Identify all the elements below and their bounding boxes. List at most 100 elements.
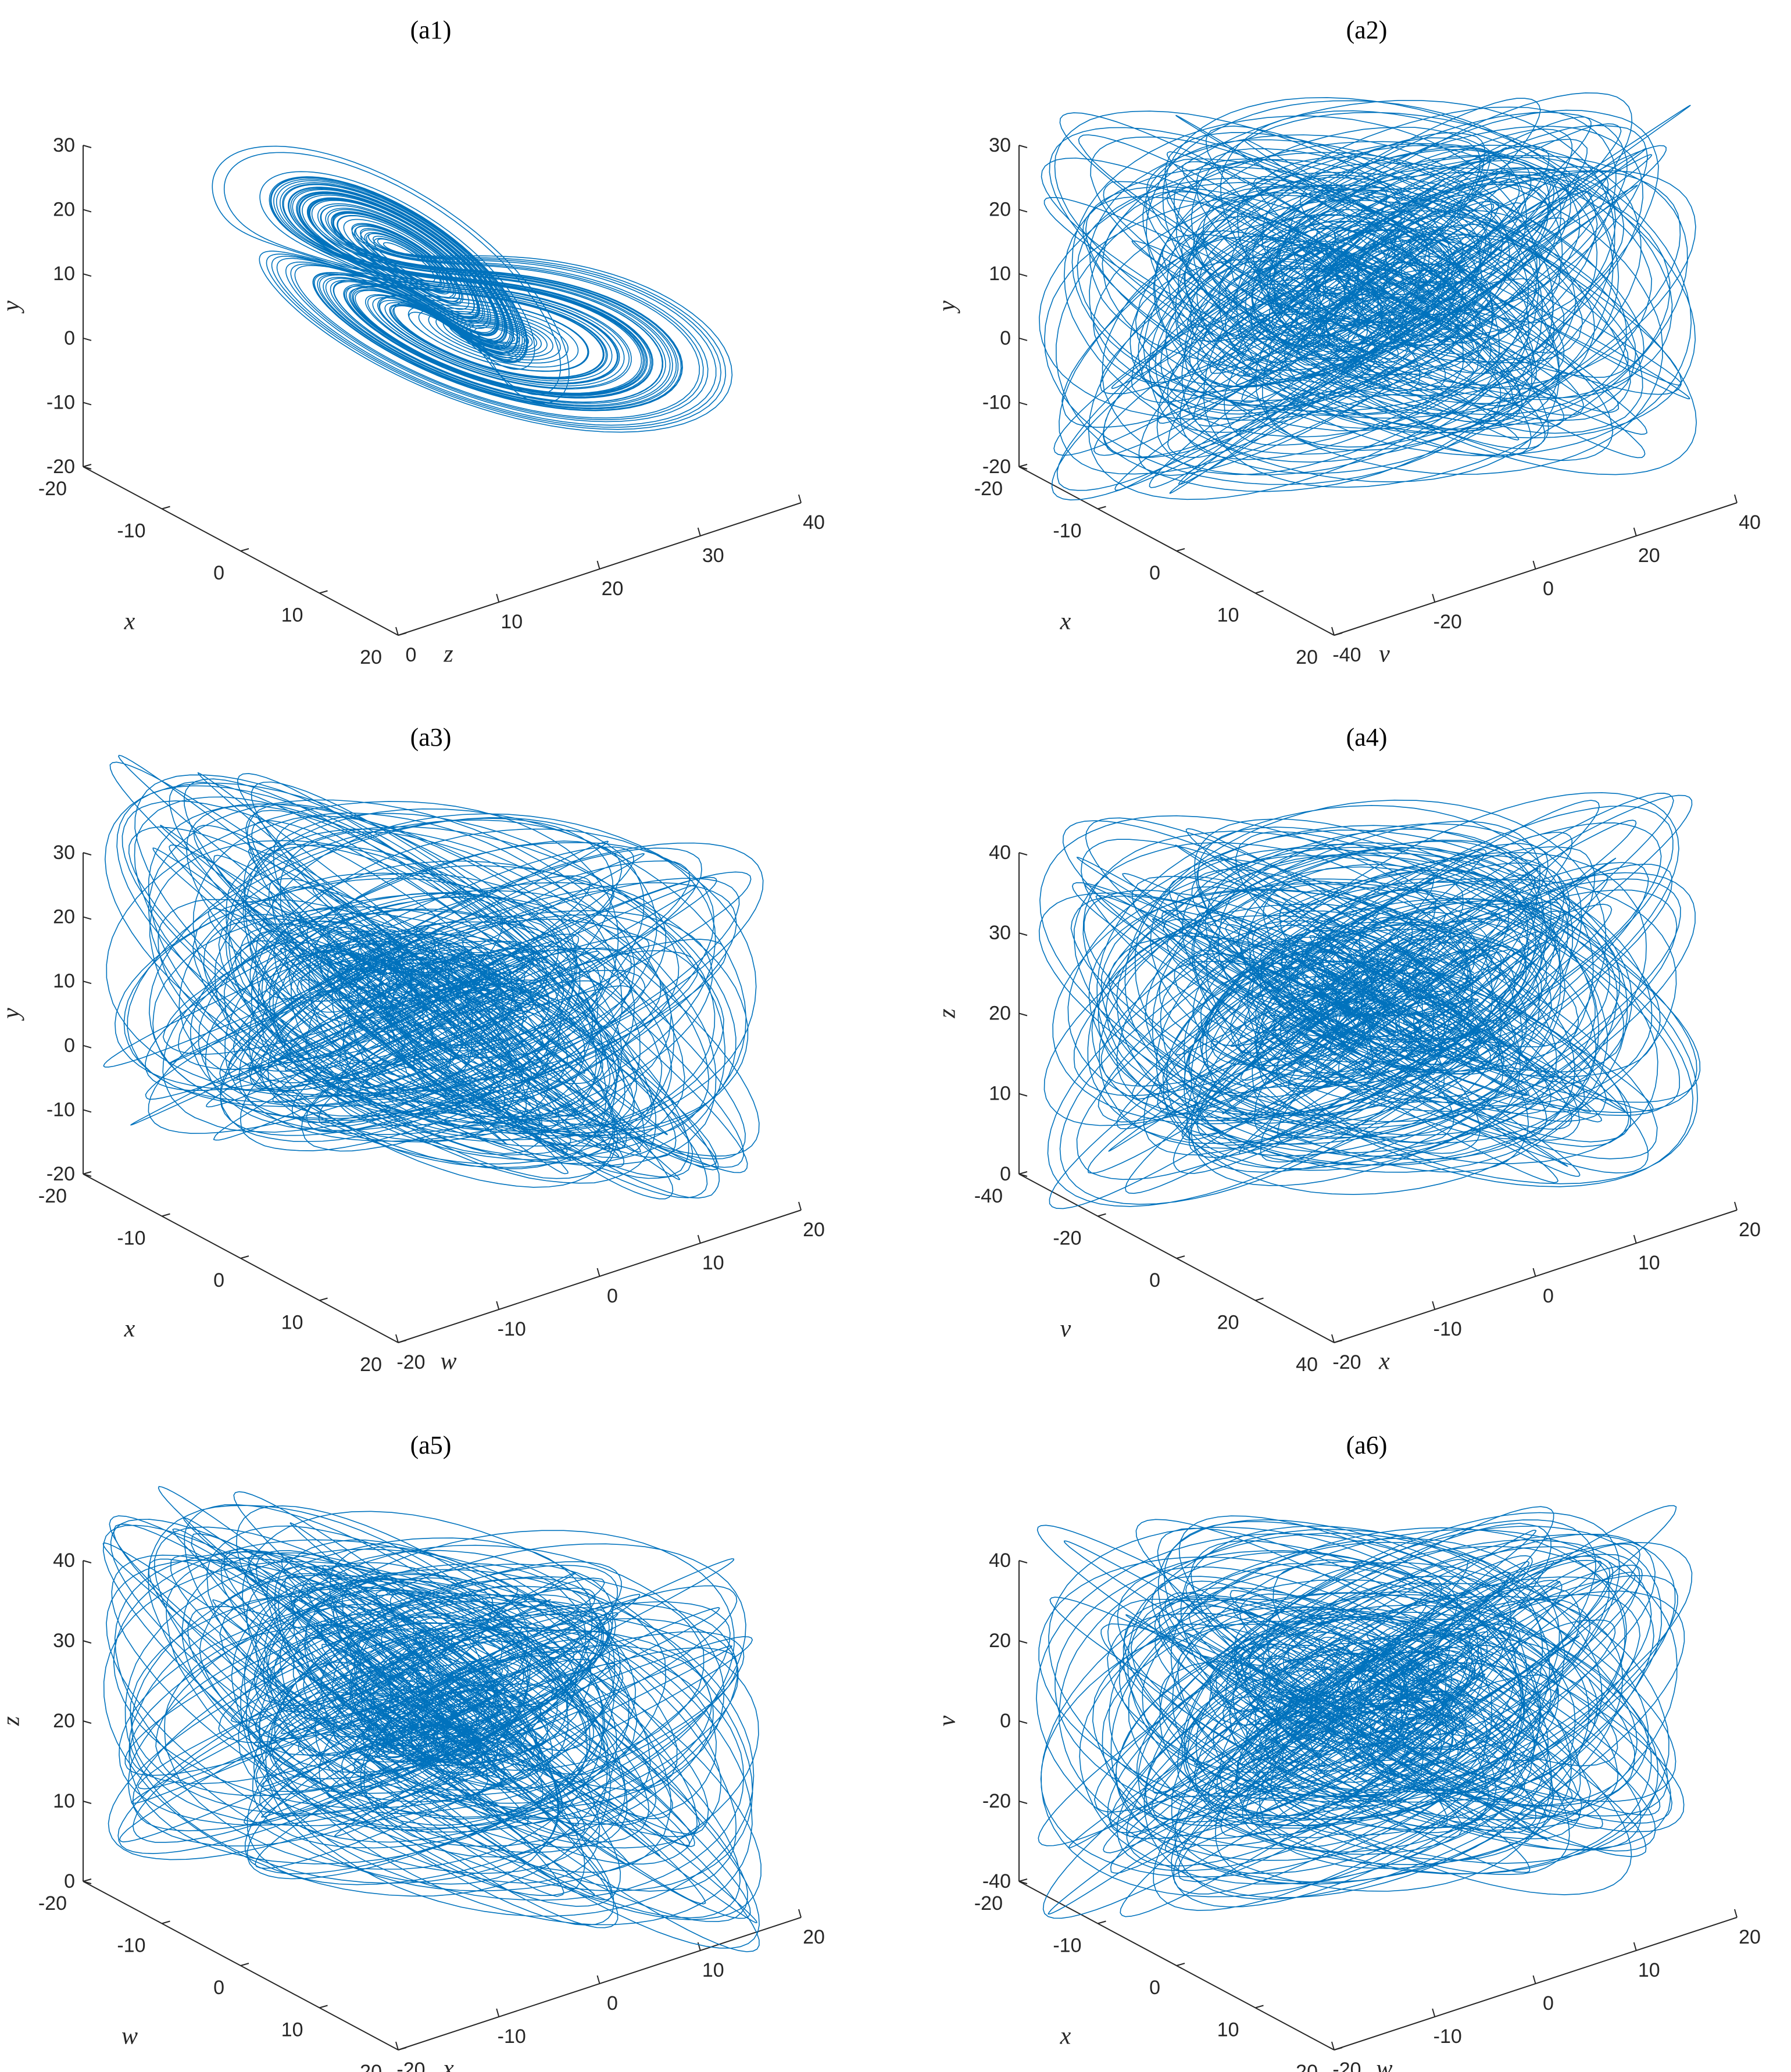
right-tick	[1432, 2008, 1436, 2017]
left-tick	[1334, 632, 1343, 636]
right-tick	[496, 1301, 500, 1310]
left-tick	[240, 548, 249, 552]
right-tick-label: 0	[1543, 1285, 1554, 1307]
vertical-tick	[1018, 852, 1028, 856]
trajectory-line	[212, 145, 733, 433]
vertical-tick-label: 30	[989, 134, 1011, 156]
vertical-tick-label: 0	[64, 1870, 75, 1892]
left-tick	[1176, 1963, 1185, 1966]
left-tick-label: 0	[213, 1977, 224, 1999]
left-tick-label: 40	[1296, 1354, 1318, 1376]
left-tick	[83, 1878, 92, 1882]
right-tick	[1734, 1201, 1738, 1211]
left-tick	[1018, 1171, 1028, 1175]
right-tick	[1532, 1268, 1536, 1277]
vertical-tick	[1018, 1881, 1028, 1884]
right-axis-label: v	[1379, 641, 1390, 668]
right-tick-label: 10	[501, 611, 523, 633]
vertical-tick	[83, 1801, 92, 1804]
panel-4: (a4) 0 10 20 30 40 z -40 -20 0 20 40 v -20 -10 0 10 20 x	[934, 723, 1761, 1376]
panel-title: (a2)	[1346, 16, 1388, 44]
right-tick	[1633, 527, 1637, 536]
vertical-tick	[83, 337, 92, 341]
vertical-tick-label: -20	[47, 456, 75, 478]
left-tick	[1255, 2005, 1264, 2009]
right-tick	[1734, 494, 1738, 503]
right-tick	[596, 560, 600, 570]
right-axis-label: x	[1378, 1348, 1390, 1375]
trajectory-line	[102, 1486, 762, 1952]
right-tick	[1633, 1234, 1637, 1244]
left-tick	[162, 506, 170, 510]
left-tick-label: 10	[1217, 604, 1239, 626]
right-tick	[798, 494, 802, 503]
vertical-tick-label: 10	[53, 1790, 75, 1812]
right-tick	[395, 627, 399, 636]
left-tick	[240, 1255, 249, 1259]
vertical-tick	[83, 1173, 92, 1177]
right-tick	[1734, 1909, 1738, 1918]
right-axis-label: z	[443, 641, 453, 668]
right-tick-label: -20	[1332, 1351, 1361, 1373]
left-tick-label: 0	[1149, 1269, 1160, 1291]
left-tick	[1018, 1878, 1028, 1882]
right-tick-label: -10	[1433, 2026, 1462, 2048]
right-tick	[1532, 560, 1536, 570]
vertical-tick	[83, 1881, 92, 1884]
right-tick	[496, 2008, 500, 2017]
vertical-axis-label: y	[0, 1008, 25, 1021]
right-tick	[1331, 1334, 1335, 1343]
left-tick-label: -20	[38, 1185, 67, 1207]
left-tick	[398, 632, 407, 636]
left-tick-label: -10	[117, 1227, 145, 1249]
right-tick-label: 10	[702, 1252, 724, 1274]
vertical-tick-label: 0	[1000, 1710, 1011, 1732]
right-tick-label: 0	[406, 644, 417, 666]
vertical-tick	[83, 980, 92, 985]
left-tick-label: 20	[1296, 646, 1318, 668]
left-tick	[398, 1340, 407, 1343]
vertical-tick-label: 40	[989, 1549, 1011, 1572]
left-tick-label: 20	[360, 1354, 382, 1376]
right-tick	[496, 593, 500, 603]
vertical-tick-label: 0	[64, 1035, 75, 1057]
vertical-tick	[83, 1109, 92, 1113]
vertical-tick	[83, 852, 92, 856]
right-tick-label: 10	[1638, 1959, 1660, 1981]
right-tick-label: -10	[1433, 1318, 1462, 1340]
vertical-tick-label: 10	[989, 263, 1011, 285]
vertical-tick-label: 20	[53, 1710, 75, 1732]
left-tick	[1018, 464, 1028, 467]
left-tick-label: 0	[1149, 1977, 1160, 1999]
vertical-tick	[1018, 1173, 1028, 1177]
right-tick	[697, 1234, 701, 1244]
left-tick	[319, 2005, 328, 2009]
right-tick-label: 0	[1543, 578, 1554, 600]
vertical-tick	[1018, 402, 1028, 406]
vertical-tick	[83, 402, 92, 406]
vertical-tick-label: 10	[53, 263, 75, 285]
vertical-tick	[83, 1720, 92, 1724]
left-axis-label: v	[1060, 1316, 1071, 1343]
vertical-axis-label: z	[934, 1008, 961, 1018]
right-tick	[596, 1975, 600, 1984]
left-axis-label: w	[121, 2023, 138, 2050]
vertical-tick	[1018, 1012, 1028, 1017]
right-tick	[1331, 627, 1335, 636]
vertical-axis-label: y	[934, 300, 961, 314]
panel-5: (a5) 0 10 20 30 40 z -20 -10 0 10 20 w -20 -10 0 10 20 x	[0, 1431, 825, 2072]
vertical-tick-label: 30	[989, 922, 1011, 944]
right-tick-label: 20	[803, 1219, 825, 1241]
left-tick-label: 20	[1217, 1311, 1239, 1333]
vertical-tick-label: -10	[982, 391, 1011, 413]
left-tick-label: 20	[1296, 2061, 1318, 2072]
left-tick-label: -40	[974, 1185, 1003, 1207]
left-tick	[162, 1920, 170, 1924]
left-tick	[319, 590, 328, 594]
left-tick	[1255, 590, 1264, 594]
vertical-tick	[1018, 337, 1028, 341]
vertical-tick	[1018, 1560, 1028, 1563]
panel-3: (a3) -20 -10 0 10 20 30 y -20 -10 0 10 20 x -20 -10 0 10 2…	[0, 723, 825, 1376]
vertical-tick	[1018, 145, 1028, 148]
